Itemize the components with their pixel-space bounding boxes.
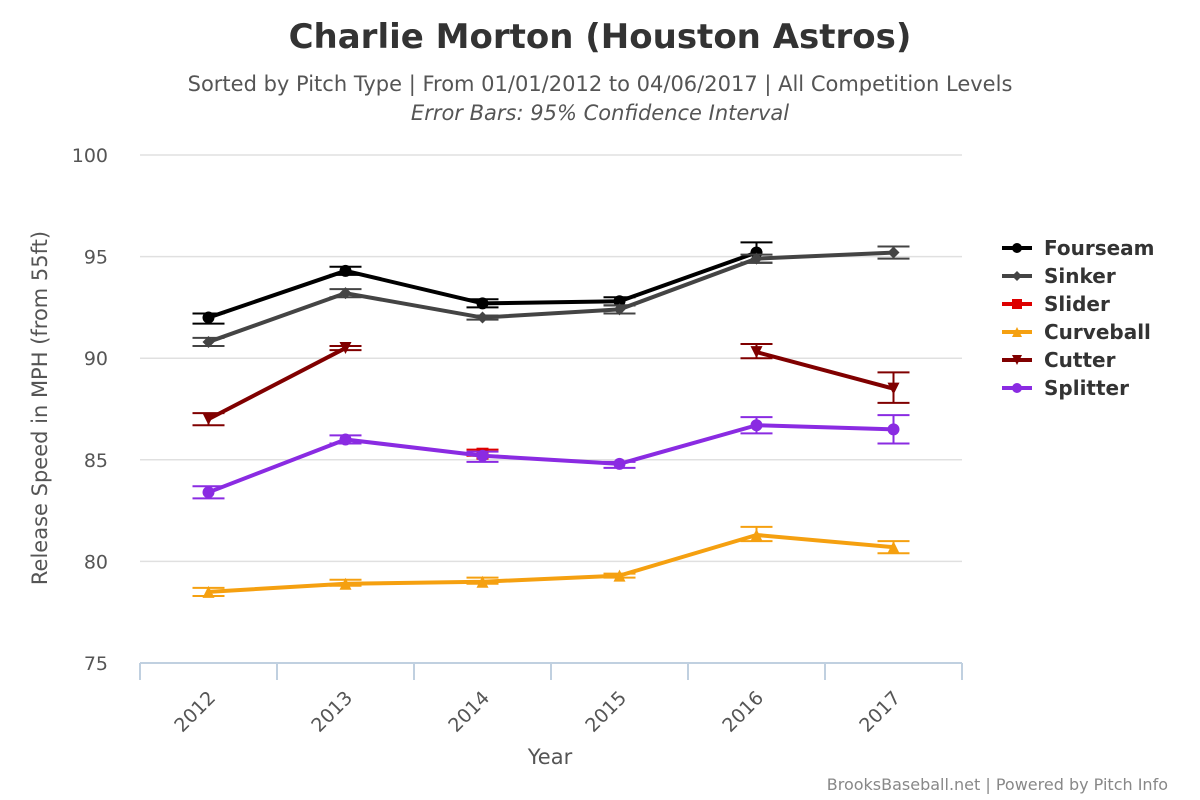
data-point[interactable] <box>887 423 900 436</box>
data-point[interactable] <box>750 419 763 432</box>
data-point[interactable] <box>202 486 215 499</box>
y-tick-label: 80 <box>84 551 108 573</box>
x-tick-label: 2013 <box>307 687 357 737</box>
legend-item-curveball[interactable]: Curveball <box>1002 320 1151 344</box>
legend-label: Curveball <box>1044 320 1151 344</box>
data-point[interactable] <box>202 311 215 324</box>
series-line <box>207 346 895 421</box>
data-point[interactable] <box>613 295 626 308</box>
data-point <box>1012 243 1022 253</box>
chart-subtitle-error-bars: Error Bars: 95% Confidence Interval <box>411 101 789 125</box>
data-point[interactable] <box>339 264 352 277</box>
data-point[interactable] <box>339 287 352 300</box>
y-tick-label: 95 <box>84 247 108 269</box>
y-tick-label: 85 <box>84 450 108 472</box>
data-point[interactable] <box>750 252 763 265</box>
data-point[interactable] <box>887 382 900 395</box>
credits[interactable]: BrooksBaseball.net | Powered by Pitch In… <box>827 775 1168 794</box>
legend-item-fourseam[interactable]: Fourseam <box>1002 236 1155 260</box>
x-axis-title: Year <box>527 745 573 769</box>
data-point[interactable] <box>750 346 763 359</box>
legend-item-splitter[interactable]: Splitter <box>1002 376 1129 400</box>
data-point <box>1012 355 1022 365</box>
x-tick-label: 2012 <box>170 687 220 737</box>
legend-label: Fourseam <box>1044 236 1155 260</box>
data-point[interactable] <box>613 457 626 470</box>
x-tick-label: 2017 <box>855 687 905 737</box>
data-point[interactable] <box>476 575 489 588</box>
series-line <box>208 532 894 594</box>
legend-label: Slider <box>1044 292 1110 316</box>
data-point[interactable] <box>476 311 489 324</box>
legend-label: Splitter <box>1044 376 1129 400</box>
legend-item-slider[interactable]: Slider <box>1002 292 1110 316</box>
data-point[interactable] <box>613 303 626 316</box>
legend-label: Cutter <box>1044 348 1116 372</box>
y-tick-label: 75 <box>84 653 108 675</box>
data-point <box>1012 327 1022 337</box>
legend: Fourseam Sinker Slider Curveball Cutter Split… <box>1002 236 1155 400</box>
data-point[interactable] <box>202 585 215 598</box>
legend-item-sinker[interactable]: Sinker <box>1002 264 1116 288</box>
x-tick-label: 2014 <box>444 687 494 737</box>
x-axis: 2012 2013 2014 2015 2016 2017 <box>139 662 963 737</box>
series-line <box>207 250 894 344</box>
data-point[interactable] <box>339 577 352 590</box>
legend-label: Sinker <box>1044 264 1116 288</box>
series-line <box>207 423 894 495</box>
data-point[interactable] <box>750 528 763 541</box>
x-tick-label: 2015 <box>581 687 631 737</box>
grid <box>140 154 962 563</box>
y-axis-title: Release Speed in MPH (from 55ft) <box>28 231 52 585</box>
data-point <box>1012 383 1022 393</box>
y-tick-label: 90 <box>84 348 108 370</box>
y-axis-ticks: 75 80 85 90 95 100 <box>72 145 108 675</box>
chart-title: Charlie Morton (Houston Astros) <box>289 17 912 57</box>
series-splitter <box>192 414 910 500</box>
data-point[interactable] <box>476 297 489 310</box>
chart-subtitle: Sorted by Pitch Type | From 01/01/2012 t… <box>188 72 1013 97</box>
series-sinker <box>192 245 910 348</box>
y-tick-label: 100 <box>72 145 108 167</box>
data-point[interactable] <box>887 246 900 259</box>
plot-area <box>192 241 910 598</box>
data-point[interactable] <box>202 413 215 426</box>
series-cutter <box>192 342 910 427</box>
data-point <box>1012 299 1022 309</box>
legend-item-cutter[interactable]: Cutter <box>1002 348 1116 372</box>
x-tick-label: 2016 <box>718 687 768 737</box>
data-point[interactable] <box>613 569 626 582</box>
data-point[interactable] <box>339 433 352 446</box>
series-curveball <box>192 525 910 598</box>
data-point[interactable] <box>887 541 900 554</box>
data-point[interactable] <box>339 342 352 355</box>
data-point[interactable] <box>476 449 489 462</box>
data-point <box>1012 271 1022 281</box>
data-point[interactable] <box>202 335 215 348</box>
